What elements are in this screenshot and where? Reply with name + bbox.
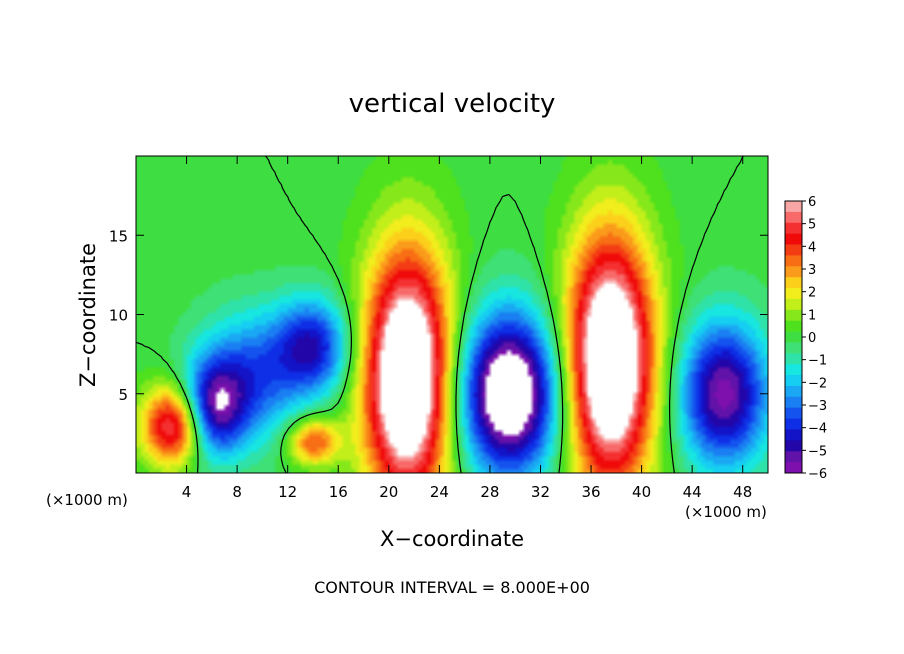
colorbar-segment (785, 375, 802, 387)
colorbar-segment (785, 320, 802, 333)
x-tick-label: 36 (581, 483, 600, 501)
colorbar-tick-label: 1 (808, 308, 816, 323)
colorbar-segment (785, 288, 802, 300)
colorbar-tick-label: 5 (808, 218, 816, 233)
x-axis-label: X−coordinate (380, 527, 524, 551)
colorbar-tick-label: −2 (808, 376, 827, 391)
x-tick-label: 8 (232, 483, 242, 501)
colorbar-tick-label: 2 (808, 286, 816, 301)
colorbar-tick-label: −5 (808, 444, 827, 459)
colorbar-segment (785, 418, 802, 430)
x-tick-label: 24 (430, 483, 449, 501)
colorbar-segment (785, 266, 802, 278)
colorbar-segment (785, 255, 802, 267)
colorbar-segment (785, 201, 802, 213)
x-tick-label: 32 (531, 483, 550, 501)
colorbar-tick-label: −6 (808, 467, 827, 482)
colorbar-tick-label: −1 (808, 354, 827, 369)
x-unit-right: (×1000 m) (685, 503, 767, 521)
colorbar-segment (785, 211, 802, 224)
colorbar-segment (785, 429, 802, 441)
colorbar-segment (785, 385, 802, 398)
colorbar-segment (785, 407, 802, 420)
x-tick-label: 44 (683, 483, 702, 501)
plot-area (135, 155, 769, 474)
colorbar-segment (785, 331, 802, 343)
contour-interval-note: CONTOUR INTERVAL = 8.000E+00 (314, 578, 590, 597)
colorbar-segment (785, 353, 802, 365)
x-unit-left: (×1000 m) (46, 491, 128, 509)
x-tick-label: 28 (480, 483, 499, 501)
colorbar-segment (785, 451, 802, 463)
colorbar-segment (785, 364, 802, 376)
colorbar-tick-label: 4 (808, 240, 816, 255)
y-tick-label: 5 (118, 386, 128, 404)
contour-lines (135, 155, 744, 474)
x-tick-label: 4 (182, 483, 192, 501)
colorbar-segment (785, 396, 802, 409)
x-axis-ticks: 4 8 12 16 20 24 28 32 36 40 44 48 (182, 156, 752, 501)
x-tick-label: 40 (632, 483, 651, 501)
colorbar-segment (785, 462, 802, 474)
y-axis-ticks: 5 10 15 (109, 227, 768, 404)
x-tick-label: 16 (329, 483, 348, 501)
chart-title: vertical velocity (349, 89, 556, 119)
x-tick-label: 48 (733, 483, 752, 501)
velocity-heatmap (136, 156, 768, 473)
colorbar-segment (785, 309, 802, 322)
colorbar: 6 5 4 3 2 1 0 −1 −2 −3 −4 −5 −6 (784, 195, 827, 482)
colorbar-tick-label: −3 (808, 399, 827, 414)
colorbar-tick-label: 3 (808, 263, 816, 278)
colorbar-segment (785, 222, 802, 235)
zero-contour (135, 155, 744, 474)
colorbar-segment (785, 233, 802, 246)
colorbar-segment (785, 244, 802, 256)
colorbar-tick-label: 0 (808, 331, 816, 346)
y-tick-label: 15 (109, 227, 128, 245)
colorbar-segment (785, 440, 802, 452)
colorbar-segment (785, 277, 802, 289)
x-tick-label: 20 (379, 483, 398, 501)
colorbar-segment (785, 298, 802, 311)
y-axis-label: Z−coordinate (76, 243, 100, 387)
y-tick-label: 10 (109, 307, 128, 325)
x-tick-label: 12 (278, 483, 297, 501)
colorbar-segment (785, 342, 802, 354)
colorbar-tick-label: −4 (808, 422, 827, 437)
colorbar-tick-label: 6 (808, 195, 816, 210)
